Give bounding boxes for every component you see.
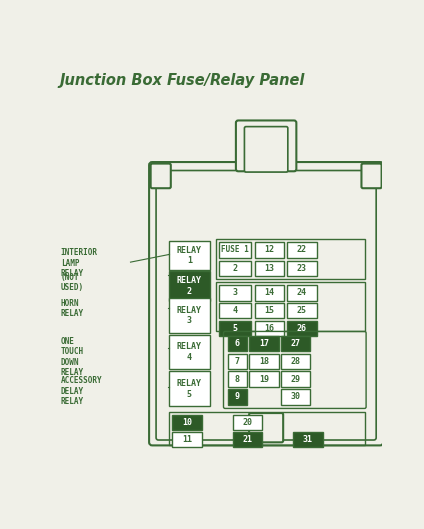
Bar	[281, 371, 310, 387]
Bar	[287, 321, 316, 336]
Bar	[169, 371, 209, 406]
Bar	[281, 336, 310, 351]
Text: 20: 20	[243, 418, 253, 427]
FancyBboxPatch shape	[236, 121, 296, 171]
Bar	[233, 415, 262, 430]
Text: 28: 28	[290, 357, 301, 366]
Text: RELAY
1: RELAY 1	[177, 245, 202, 265]
Bar	[219, 242, 251, 258]
Bar	[228, 336, 247, 351]
Bar	[254, 321, 284, 336]
Text: FUSE 1: FUSE 1	[221, 245, 249, 254]
Bar	[249, 371, 279, 387]
Text: 22: 22	[297, 245, 307, 254]
Text: RELAY
5: RELAY 5	[177, 379, 202, 398]
Text: 8: 8	[235, 375, 240, 384]
Text: 9: 9	[235, 393, 240, 402]
Bar	[228, 354, 247, 369]
Bar	[169, 412, 365, 445]
FancyBboxPatch shape	[244, 126, 288, 172]
Bar	[293, 432, 323, 447]
Text: 25: 25	[297, 306, 307, 315]
Text: 14: 14	[264, 288, 274, 297]
Bar	[219, 321, 251, 336]
Text: 15: 15	[264, 306, 274, 315]
Bar	[287, 242, 316, 258]
Bar	[169, 241, 209, 270]
Text: 5: 5	[233, 324, 237, 333]
Bar	[216, 239, 365, 279]
Text: 3: 3	[233, 288, 237, 297]
Text: Junction Box Fuse/Relay Panel: Junction Box Fuse/Relay Panel	[59, 72, 304, 88]
Text: 4: 4	[233, 306, 237, 315]
Text: INTERIOR
LAMP
RELAY: INTERIOR LAMP RELAY	[61, 248, 98, 278]
Bar	[281, 354, 310, 369]
Text: 26: 26	[297, 324, 307, 333]
Bar	[254, 242, 284, 258]
Text: RELAY
4: RELAY 4	[177, 342, 202, 361]
Text: 6: 6	[235, 339, 240, 348]
Text: 30: 30	[290, 393, 301, 402]
Bar	[169, 298, 209, 333]
Text: 7: 7	[235, 357, 240, 366]
FancyBboxPatch shape	[249, 413, 283, 442]
Bar	[233, 432, 262, 447]
Text: HORN
RELAY: HORN RELAY	[61, 299, 84, 318]
Bar	[216, 282, 365, 332]
Text: 11: 11	[182, 435, 192, 444]
Bar	[254, 261, 284, 276]
Bar	[172, 415, 202, 430]
Text: 31: 31	[303, 435, 313, 444]
Text: 29: 29	[290, 375, 301, 384]
Bar	[281, 389, 310, 405]
Text: 10: 10	[182, 418, 192, 427]
FancyBboxPatch shape	[151, 163, 171, 188]
Text: RELAY
2: RELAY 2	[177, 276, 202, 296]
Text: 16: 16	[264, 324, 274, 333]
Text: 17: 17	[259, 339, 269, 348]
Bar	[254, 285, 284, 300]
Text: 12: 12	[264, 245, 274, 254]
Text: 19: 19	[259, 375, 269, 384]
Bar	[287, 303, 316, 318]
Bar	[172, 432, 202, 447]
Bar	[228, 371, 247, 387]
Text: ONE
TOUCH
DOWN
RELAY: ONE TOUCH DOWN RELAY	[61, 337, 84, 377]
Bar	[169, 271, 209, 300]
FancyBboxPatch shape	[361, 163, 382, 188]
Bar	[219, 285, 251, 300]
Bar	[219, 303, 251, 318]
Bar	[169, 334, 209, 369]
Bar	[254, 303, 284, 318]
Bar	[249, 336, 279, 351]
Text: 23: 23	[297, 264, 307, 273]
Text: ACCESSORY
DELAY
RELAY: ACCESSORY DELAY RELAY	[61, 376, 102, 406]
Bar	[219, 261, 251, 276]
Text: 18: 18	[259, 357, 269, 366]
Bar	[287, 285, 316, 300]
Text: 27: 27	[290, 339, 301, 348]
Text: 13: 13	[264, 264, 274, 273]
Text: 21: 21	[243, 435, 253, 444]
Bar	[287, 261, 316, 276]
Text: 24: 24	[297, 288, 307, 297]
Bar	[249, 354, 279, 369]
Text: 2: 2	[233, 264, 237, 273]
Text: RELAY
3: RELAY 3	[177, 306, 202, 325]
Text: (NOT
USED): (NOT USED)	[61, 273, 84, 293]
Bar	[228, 389, 247, 405]
